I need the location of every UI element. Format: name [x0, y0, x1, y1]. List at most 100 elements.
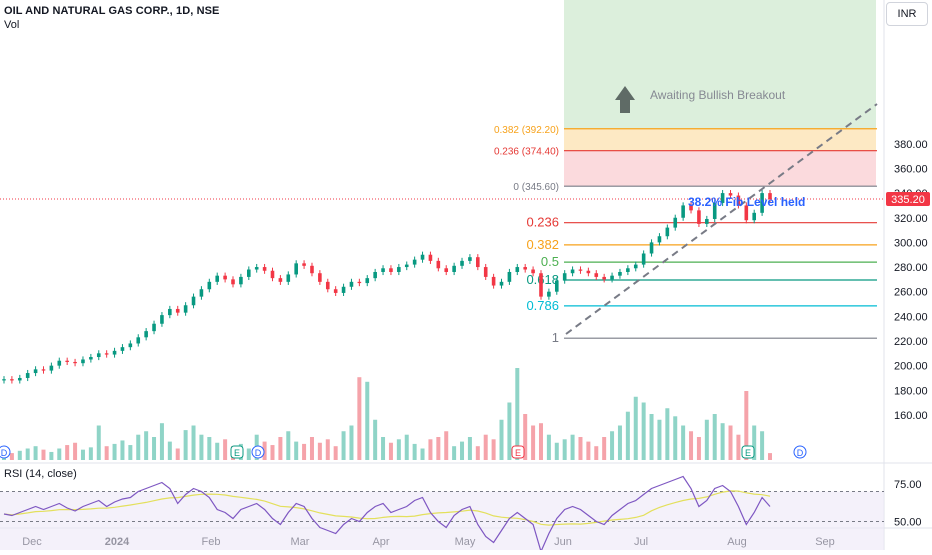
volume-bar [594, 446, 599, 460]
volume-bar [357, 377, 362, 460]
candle-body [128, 343, 133, 348]
volume-bar [444, 431, 449, 460]
candle-body [657, 236, 662, 243]
volume-bar [617, 425, 622, 460]
candle-body [728, 193, 733, 196]
volume-bar [341, 431, 346, 460]
annotation-fib-held: 38.2% Fib Level held [688, 195, 805, 209]
candle-body [404, 264, 409, 268]
volume-bar [554, 442, 559, 460]
price-tick-label: 380.00 [894, 139, 928, 151]
fib-label: 0 (345.60) [513, 182, 559, 193]
candle-body [515, 267, 520, 272]
volume-bar [649, 414, 654, 460]
annotation-breakout: Awaiting Bullish Breakout [650, 88, 786, 102]
volume-bar [381, 437, 386, 460]
candle-body [17, 377, 22, 381]
rsi-label: RSI (14, close) [4, 468, 77, 480]
candle-body [523, 267, 527, 270]
event-dividend-label: D [797, 448, 804, 458]
volume-bar [752, 425, 757, 460]
candle-body [33, 369, 38, 374]
rsi-line [3, 475, 771, 554]
event-earnings-badge [511, 445, 525, 459]
event-dividend-badge [0, 445, 11, 459]
candle-body [10, 379, 14, 381]
trendline [565, 103, 878, 335]
volume-bar [25, 448, 30, 460]
volume-bar [602, 437, 607, 460]
volume-bar [80, 449, 85, 460]
candle-body [207, 281, 212, 290]
volume-bar [325, 439, 330, 460]
volume-bar [704, 419, 709, 460]
fib-label: 0.236 [526, 215, 559, 230]
candle-body [270, 270, 275, 279]
price-tick-label: 180.00 [894, 385, 928, 397]
event-dividend-label: D [255, 448, 262, 458]
up-arrow-icon [615, 86, 635, 113]
volume-bar [744, 391, 749, 460]
last-price-tag [886, 192, 930, 207]
volume-bar [673, 416, 678, 460]
volume-bar [73, 442, 78, 460]
volume-bar [665, 408, 670, 460]
candle-body [262, 267, 267, 271]
volume-bar [120, 440, 125, 460]
volume-bar [452, 446, 457, 460]
volume-bar [507, 402, 512, 460]
candle-body [468, 257, 472, 261]
volume-bar [531, 425, 536, 460]
volume-bar [49, 451, 54, 460]
fib-zone-red [564, 150, 876, 187]
volume-bar [570, 434, 575, 460]
volume-bar [294, 441, 299, 460]
price-tick-label: 160.00 [894, 410, 928, 422]
candle-body [254, 267, 259, 270]
price-tick-label: 240.00 [894, 311, 928, 323]
candle-body [649, 242, 654, 254]
candle-body [697, 210, 701, 224]
candle-body [444, 268, 449, 272]
fib-zone-orange [564, 128, 876, 151]
candle-body [310, 265, 314, 274]
candle-body [491, 276, 496, 286]
volume-bar [396, 439, 401, 460]
volume-bar [546, 434, 551, 460]
volume-bar [223, 439, 228, 460]
volume-bar [696, 437, 701, 460]
candle-body [96, 353, 101, 358]
volume-bar [720, 423, 725, 460]
candle-body [183, 305, 188, 313]
candle-body [633, 264, 638, 269]
candle-body [689, 205, 693, 211]
candle-body [578, 269, 583, 271]
volume-bar [309, 437, 314, 460]
volume-bar [159, 423, 164, 460]
candle-body [681, 205, 685, 218]
candle-body [318, 273, 322, 282]
candle-body [136, 337, 141, 344]
volume-bar [467, 437, 472, 460]
candle-body [191, 296, 196, 306]
candle-body [768, 193, 772, 200]
volume-bar [9, 453, 14, 460]
volume-bar [183, 430, 188, 460]
rsi-tick-label: 75.00 [894, 479, 922, 491]
volume-bar [515, 368, 520, 460]
volume-bar [207, 437, 212, 460]
candle-body [436, 260, 441, 269]
currency-button[interactable]: INR [886, 2, 928, 26]
candle-body [231, 279, 235, 285]
volume-bar [365, 381, 370, 460]
candle-body [539, 273, 543, 297]
volume-bar [460, 441, 465, 460]
volume-bar [388, 442, 393, 460]
volume-bar [317, 442, 322, 460]
candle-body [547, 291, 551, 297]
event-dividend-badge [251, 445, 265, 459]
volume-bar [610, 431, 615, 460]
candle-body [752, 212, 757, 221]
candle-body [397, 267, 401, 272]
candle-body [333, 289, 338, 293]
